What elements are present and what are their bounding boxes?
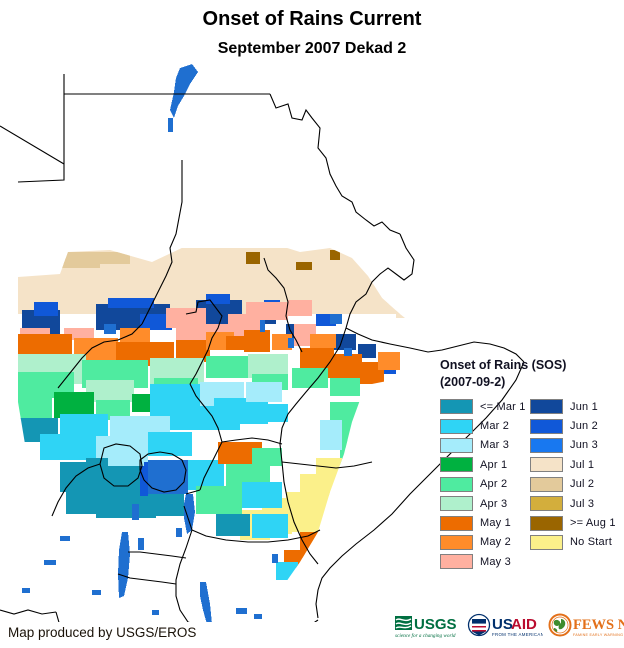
- legend-subheading: (2007-09-2): [440, 375, 506, 389]
- legend-label: Jul 1: [570, 458, 595, 471]
- usaid-wordmark-us: US: [492, 616, 513, 633]
- legend-item[interactable]: <= Mar 1: [440, 397, 530, 416]
- legend-item[interactable]: Mar 3: [440, 436, 530, 455]
- usaid-wordmark-aid: AID: [511, 616, 537, 633]
- legend-item[interactable]: Jul 2: [530, 475, 620, 494]
- legend-swatch: [440, 399, 473, 415]
- legend-label: Apr 2: [480, 478, 508, 491]
- legend-item[interactable]: May 2: [440, 533, 530, 552]
- agency-logos: USGS science for a changing world US AID…: [394, 608, 624, 644]
- legend-swatch: [440, 515, 473, 531]
- fewsnet-logo[interactable]: FEWS NET FAMINE EARLY WARNING SYSTEMS NE…: [548, 611, 624, 641]
- legend-swatch: [440, 457, 473, 473]
- map-legend: Onset of Rains (SOS) (2007-09-2) <= Mar …: [440, 358, 620, 572]
- legend-label: >= Aug 1: [570, 517, 616, 530]
- legend-item[interactable]: Apr 2: [440, 475, 530, 494]
- legend-label: Apr 3: [480, 497, 508, 510]
- legend-heading: Onset of Rains (SOS): [440, 358, 567, 372]
- legend-item[interactable]: Jul 1: [530, 455, 620, 474]
- legend-item[interactable]: Jun 3: [530, 436, 620, 455]
- legend-item[interactable]: Jun 2: [530, 416, 620, 435]
- legend-label: <= Mar 1: [480, 400, 526, 413]
- legend-item[interactable]: >= Aug 1: [530, 513, 620, 532]
- fewsnet-tagline: FAMINE EARLY WARNING SYSTEMS NETWORK: [573, 633, 624, 637]
- legend-item[interactable]: Jun 1: [530, 397, 620, 416]
- map-svg: [0, 64, 525, 622]
- legend-column-right: Jun 1 Jun 2 Jun 3 Jul 1 Jul 2: [530, 397, 620, 572]
- usgs-logo[interactable]: USGS science for a changing world: [394, 611, 462, 641]
- legend-label: Apr 1: [480, 458, 508, 471]
- legend-swatch: [530, 476, 563, 492]
- legend-column-left: <= Mar 1 Mar 2 Mar 3 Apr 1 Apr 2: [440, 397, 530, 572]
- country-borders: [0, 74, 525, 622]
- legend-swatch: [440, 534, 473, 550]
- map-credit: Map produced by USGS/EROS: [8, 625, 197, 640]
- legend-swatch: [440, 476, 473, 492]
- legend-swatch: [530, 437, 563, 453]
- legend-swatch: [530, 418, 563, 434]
- fewsnet-globe-icon: [548, 613, 572, 637]
- legend-label: Mar 2: [480, 420, 510, 433]
- usgs-tagline: science for a changing world: [395, 632, 456, 639]
- fewsnet-wordmark: FEWS NET: [573, 617, 624, 633]
- legend-label: Jun 1: [570, 400, 598, 413]
- page-subtitle: September 2007 Dekad 2: [217, 40, 407, 57]
- legend-swatch: [440, 437, 473, 453]
- legend-swatch: [440, 418, 473, 434]
- legend-label: Mar 3: [480, 439, 510, 452]
- usgs-mark: [395, 616, 412, 630]
- page-title: Onset of Rains Current: [202, 8, 422, 30]
- legend-label: May 3: [480, 555, 511, 568]
- legend-swatch: [530, 534, 563, 550]
- legend-item[interactable]: May 1: [440, 513, 530, 532]
- map-canvas: [0, 62, 624, 622]
- usgs-wordmark: USGS: [414, 616, 457, 633]
- legend-label: No Start: [570, 536, 612, 549]
- legend-swatch: [530, 496, 563, 512]
- usaid-logo[interactable]: US AID FROM THE AMERICAN PEOPLE: [467, 611, 543, 641]
- usaid-tagline: FROM THE AMERICAN PEOPLE: [492, 632, 543, 637]
- usaid-seal: [467, 613, 491, 637]
- legend-item[interactable]: Jul 3: [530, 494, 620, 513]
- water-bodies: [22, 64, 352, 622]
- legend-swatch: [440, 554, 473, 570]
- legend-item[interactable]: Apr 3: [440, 494, 530, 513]
- legend-label: May 1: [480, 517, 511, 530]
- legend-item[interactable]: Mar 2: [440, 416, 530, 435]
- legend-label: Jul 3: [570, 497, 595, 510]
- legend-label: Jun 3: [570, 439, 598, 452]
- legend-label: May 2: [480, 536, 511, 549]
- legend-item[interactable]: May 3: [440, 552, 530, 571]
- legend-label: Jun 2: [570, 420, 598, 433]
- legend-swatch: [530, 457, 563, 473]
- legend-item[interactable]: Apr 1: [440, 455, 530, 474]
- legend-swatch: [440, 496, 473, 512]
- legend-item[interactable]: No Start: [530, 533, 620, 552]
- legend-label: Jul 2: [570, 478, 595, 491]
- legend-columns: <= Mar 1 Mar 2 Mar 3 Apr 1 Apr 2: [440, 397, 620, 572]
- legend-swatch: [530, 515, 563, 531]
- legend-swatch: [530, 399, 563, 415]
